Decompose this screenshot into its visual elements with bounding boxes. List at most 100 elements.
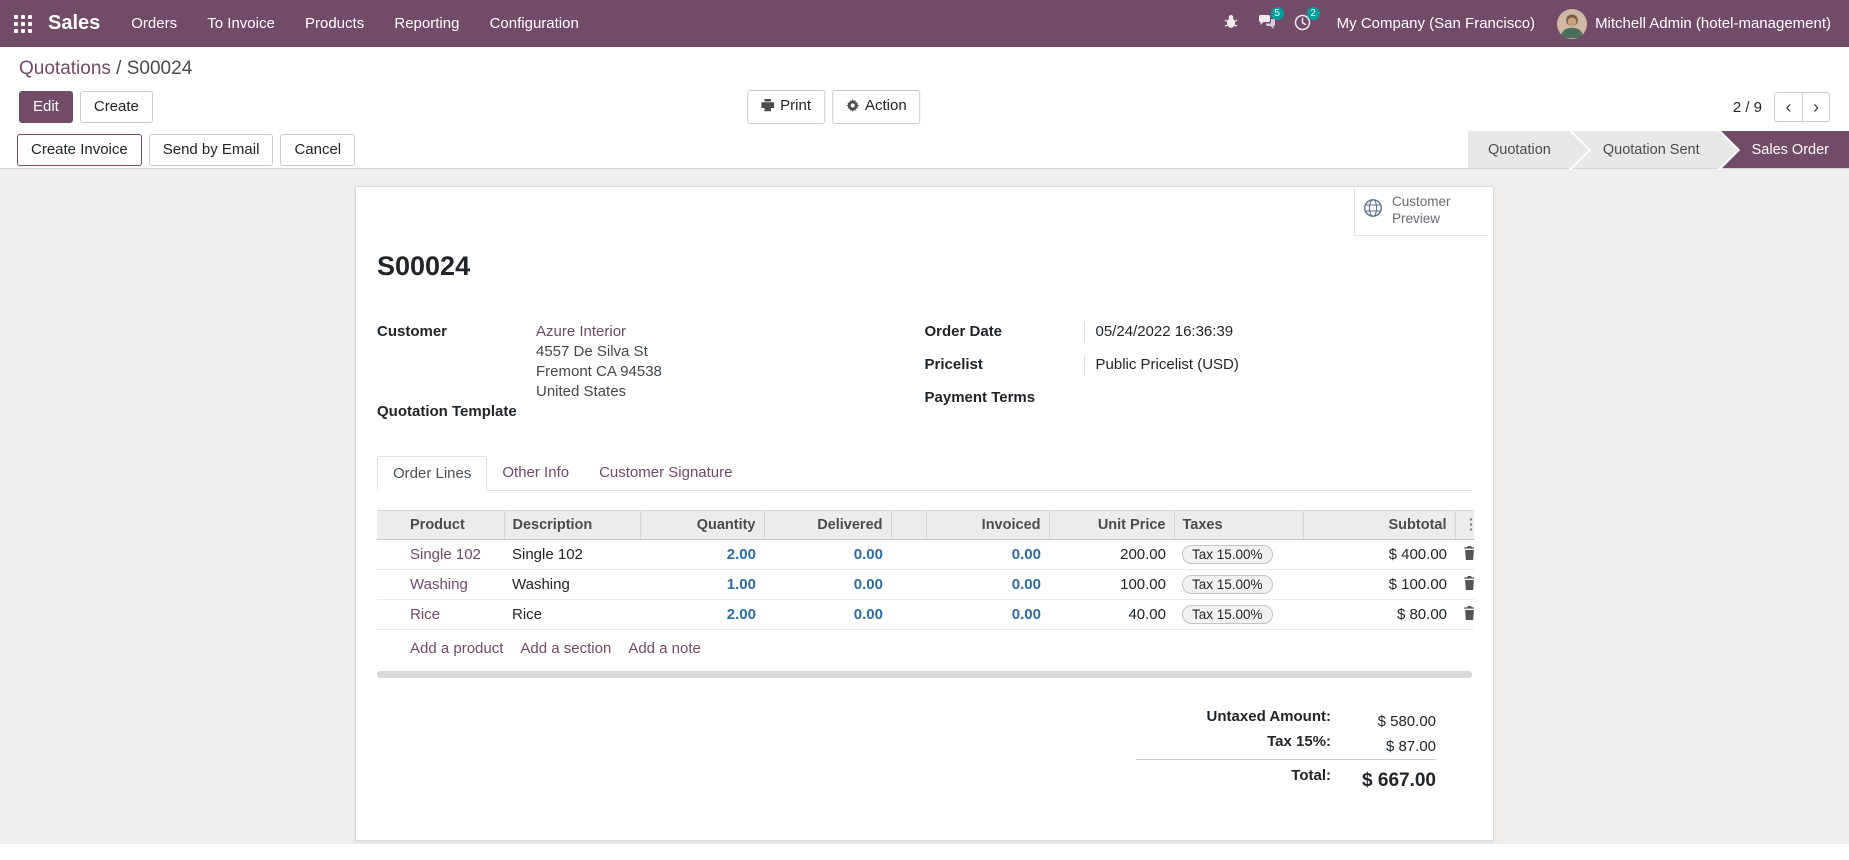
delete-row-button[interactable] (1463, 575, 1474, 593)
create-invoice-button[interactable]: Create Invoice (17, 133, 142, 166)
control-panel-buttons: Edit Create Print Action 2 / 9 ‹ › (19, 90, 1830, 124)
action-button[interactable]: Action (832, 90, 921, 124)
tax-badge: Tax 15.00% (1182, 605, 1273, 624)
form-sheet: Customer Preview S00024 Customer Azure I… (355, 186, 1494, 841)
action-menus: Print Action (747, 90, 921, 124)
order-date-label: Order Date (924, 323, 1003, 340)
cancel-button[interactable]: Cancel (280, 133, 356, 166)
col-taxes[interactable]: Taxes (1174, 510, 1304, 540)
add-a-product-link[interactable]: Add a product (410, 640, 504, 657)
subtotal-cell: $ 100.00 (1303, 569, 1455, 600)
col-quantity[interactable]: Quantity (640, 510, 765, 540)
menu-configuration[interactable]: Configuration (489, 15, 579, 32)
clock-icon (1294, 14, 1311, 34)
pricelist-value: Public Pricelist (USD) (1083, 355, 1473, 375)
customer-link[interactable]: Azure Interior (536, 323, 627, 340)
statusbar-states: Quotation Quotation Sent Sales Order (1467, 131, 1849, 168)
customer-preview-button[interactable]: Customer Preview (1354, 187, 1488, 236)
create-button[interactable]: Create (79, 91, 153, 123)
company-switcher[interactable]: My Company (San Francisco) (1336, 15, 1536, 32)
menu-to-invoice[interactable]: To Invoice (207, 15, 275, 32)
pager-buttons: ‹ › (1774, 92, 1830, 122)
product-link[interactable]: Single 102 (410, 546, 481, 563)
quantity-cell: 2.00 (640, 599, 764, 630)
add-a-section-link[interactable]: Add a section (520, 640, 612, 657)
unit-price-cell: 100.00 (1049, 569, 1174, 600)
navbar-systray: 5 2 My Company (San Francisco) (1213, 0, 1849, 47)
col-invoiced[interactable]: Invoiced (926, 510, 1050, 540)
col-unit-price[interactable]: Unit Price (1049, 510, 1175, 540)
gear-icon (846, 99, 860, 116)
send-by-email-button[interactable]: Send by Email (148, 133, 274, 166)
tab-order-lines[interactable]: Order Lines (377, 456, 488, 491)
tax-value: $ 87.00 (1385, 738, 1436, 755)
print-button[interactable]: Print (747, 90, 826, 124)
apps-menu-button[interactable] (0, 0, 46, 47)
col-delivered[interactable]: Delivered (764, 510, 892, 540)
print-label: Print (780, 97, 812, 114)
description-cell: Washing (504, 569, 640, 600)
col-spacer (891, 510, 927, 540)
trash-icon (1463, 545, 1474, 564)
optional-columns-button[interactable]: ⋮ (1464, 517, 1475, 532)
state-sales-order[interactable]: Sales Order (1719, 131, 1849, 168)
customer-address-line: Fremont CA 94538 (536, 363, 662, 380)
order-line-row[interactable]: Single 102 Single 102 2.00 0.00 0.00 200… (377, 539, 1474, 570)
delivered-cell: 0.00 (764, 599, 891, 630)
edit-button[interactable]: Edit (19, 91, 73, 123)
total-row: Total: $ 667.00 (1136, 759, 1436, 793)
delete-row-button[interactable] (1463, 605, 1474, 623)
order-line-row[interactable]: Washing Washing 1.00 0.00 0.00 100.00 Ta… (377, 569, 1474, 600)
globe-icon (1363, 198, 1383, 223)
untaxed-amount-row: Untaxed Amount: $ 580.00 (1136, 704, 1436, 730)
col-product[interactable]: Product (377, 510, 505, 540)
customer-address-line: 4557 De Silva St (536, 343, 648, 360)
bug-icon (1223, 14, 1239, 33)
menu-orders[interactable]: Orders (131, 15, 178, 32)
table-horizontal-scrollbar[interactable] (377, 671, 1472, 678)
state-quotation-sent[interactable]: Quotation Sent (1570, 131, 1720, 168)
debug-button[interactable] (1213, 0, 1249, 47)
subtotal-cell: $ 80.00 (1303, 599, 1455, 630)
app-name[interactable]: Sales (48, 12, 101, 34)
statusbar-buttons: Create Invoice Send by Email Cancel (17, 133, 356, 166)
user-menu[interactable]: Mitchell Admin (hotel-management) (1551, 8, 1837, 39)
tab-customer-signature[interactable]: Customer Signature (599, 464, 733, 481)
menu-products[interactable]: Products (305, 15, 365, 32)
pricelist-label: Pricelist (924, 356, 983, 373)
view-buttons: Edit Create (19, 91, 153, 123)
field-groups: Customer Azure Interior 4557 De Silva St… (377, 322, 1472, 422)
chevron-left-icon: ‹ (1785, 97, 1792, 117)
untaxed-amount-label: Untaxed Amount: (1206, 708, 1331, 725)
chat-bubbles-icon (1258, 14, 1276, 33)
messages-button[interactable]: 5 (1249, 0, 1285, 47)
avatar (1557, 8, 1588, 39)
col-description[interactable]: Description (504, 510, 641, 540)
tab-other-info[interactable]: Other Info (502, 464, 570, 481)
tax-row: Tax 15%: $ 87.00 (1136, 729, 1436, 755)
delete-row-button[interactable] (1463, 545, 1474, 564)
unit-price-cell: 40.00 (1049, 599, 1174, 630)
order-title: S00024 (377, 251, 471, 281)
product-link[interactable]: Washing (410, 576, 468, 593)
menu-reporting[interactable]: Reporting (394, 15, 460, 32)
activities-button[interactable]: 2 (1285, 0, 1321, 47)
add-a-note-link[interactable]: Add a note (628, 640, 701, 657)
bottom-scrollbar-strip (0, 850, 1849, 860)
order-line-row[interactable]: Rice Rice 2.00 0.00 0.00 40.00 Tax 15.00… (377, 599, 1474, 630)
field-group-right: Order Date 05/24/2022 16:36:39 Pricelist… (925, 322, 1473, 422)
product-link[interactable]: Rice (410, 606, 441, 623)
navbar-left: Sales Orders To Invoice Products Reporti… (0, 0, 592, 47)
action-label: Action (865, 97, 907, 114)
state-quotation[interactable]: Quotation (1467, 131, 1571, 168)
pager-previous-button[interactable]: ‹ (1774, 92, 1802, 122)
invoiced-cell: 0.00 (926, 539, 1049, 570)
breadcrumb-current: S00024 (126, 58, 193, 79)
quantity-cell: 2.00 (640, 539, 764, 570)
breadcrumb-quotations-link[interactable]: Quotations (19, 58, 111, 79)
customer-preview-label: Customer Preview (1392, 194, 1451, 226)
table-header-row: Product Description Quantity Delivered I… (377, 510, 1475, 540)
pager-next-button[interactable]: › (1802, 92, 1830, 122)
col-subtotal[interactable]: Subtotal (1303, 510, 1456, 540)
